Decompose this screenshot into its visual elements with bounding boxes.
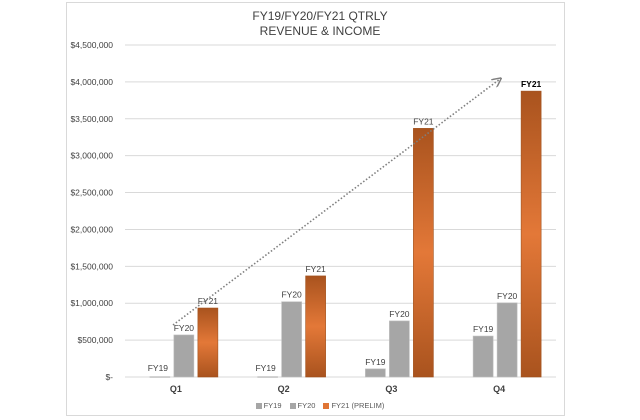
data-label: FY19 [148,363,169,373]
x-tick-label: Q4 [493,384,505,394]
y-axis-labels: $- $500,000 $1,000,000 $1,500,000 $2,000,000… [70,40,113,382]
x-tick-label: Q2 [278,384,290,394]
data-label: FY21 [198,296,219,306]
legend-label-fy21: FY21 (PRELIM) [331,401,385,410]
bar-fy21-q1 [197,307,219,378]
bar-fy20-q3 [389,320,410,378]
bar-fy21-q4 [520,90,542,378]
bar-fy19-q3 [365,368,386,378]
data-label: FY21 [305,264,326,274]
x-tick-label: Q1 [170,384,182,394]
legend-item-fy19: FY19 [255,401,282,410]
data-label: FY20 [174,323,195,333]
y-tick-label: $1,500,000 [70,261,113,271]
data-label: FY21 [413,116,434,126]
bar-fy20-q1 [173,334,195,378]
legend-swatch-fy20 [289,402,296,409]
chart-title-line-2: REVENUE & INCOME [259,24,381,38]
bar-fy21-q3 [413,128,434,378]
legend-swatch-fy21 [323,402,330,409]
data-label: FY21 [521,79,542,89]
legend-label-fy20: FY20 [297,401,316,410]
data-label: FY20 [389,309,410,319]
y-tick-label: $3,500,000 [70,114,113,124]
data-label: FY20 [497,291,518,301]
legend-item-fy21: FY21 (PRELIM) [323,401,384,410]
bars [149,90,542,378]
y-tick-label: $- [105,372,113,382]
bar-fy19-q1 [149,376,171,378]
x-axis-labels: Q1 Q2 Q3 Q4 [170,384,505,394]
data-label: FY20 [281,290,302,300]
y-tick-label: $1,000,000 [70,298,113,308]
y-tick-label: $2,000,000 [70,224,113,234]
chart-title: FY19/FY20/FY21 QTRLY REVENUE & INCOME [0,9,640,39]
chart-title-line-1: FY19/FY20/FY21 QTRLY [252,9,388,23]
legend-label-fy19: FY19 [263,401,282,410]
y-tick-label: $4,000,000 [70,77,113,87]
trend-arrow [172,79,500,326]
bar-fy20-q2 [281,301,302,378]
y-tick-label: $4,500,000 [70,40,113,50]
y-tick-label: $3,000,000 [70,151,113,161]
bar-fy21-q2 [305,275,326,378]
bar-fy19-q2 [257,376,278,378]
data-labels: FY19 FY20 FY21 FY19 FY20 FY21 FY19 FY20 FY21 FY19… [148,79,542,373]
gridlines [125,44,556,378]
y-tick-label: $2,500,000 [70,188,113,198]
x-tick-label: Q3 [385,384,397,394]
legend-item-fy20: FY20 [289,401,316,410]
bar-fy20-q4 [496,302,518,378]
data-label: FY19 [365,357,386,367]
y-tick-label: $500,000 [78,335,114,345]
data-label: FY19 [255,363,276,373]
bar-fy19-q4 [472,335,494,378]
legend-swatch-fy19 [255,402,262,409]
legend: FY19 FY20 FY21 (PRELIM) [0,401,640,410]
data-label: FY19 [473,324,494,334]
